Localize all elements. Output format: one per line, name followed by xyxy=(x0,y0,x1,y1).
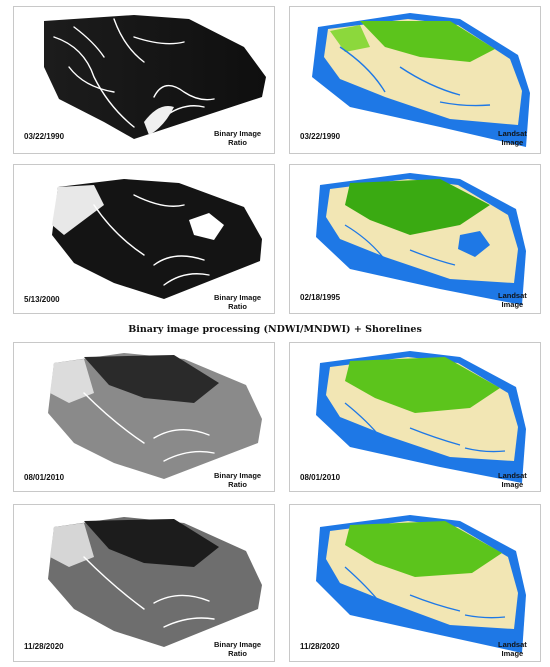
panel-label: Landsat Image xyxy=(498,471,527,489)
panel-date: 08/01/2010 xyxy=(300,473,341,482)
landsat-image-1990 xyxy=(312,13,530,147)
binary-image-2020 xyxy=(48,517,262,647)
figure-caption: Binary image processing (NDWI/MNDWI) + S… xyxy=(128,324,422,335)
panel-landsat-1995: 02/18/1995 Landsat Image xyxy=(289,164,541,314)
landsat-image-2020 xyxy=(316,515,526,653)
panel-label: Binary Image Ratio xyxy=(214,640,262,658)
binary-image-1990 xyxy=(44,15,266,139)
landsat-image-1995 xyxy=(316,173,526,305)
panel-date: 5/13/2000 xyxy=(24,295,60,304)
panel-label: Binary Image Ratio xyxy=(214,129,262,147)
panel-label: Landsat Image xyxy=(498,291,527,309)
panel-binary-2010: 08/01/2010 Binary Image Ratio xyxy=(13,342,275,492)
panel-date: 11/28/2020 xyxy=(300,642,340,651)
panel-date: 08/01/2010 xyxy=(24,473,65,482)
panel-landsat-2010: 08/01/2010 Landsat Image xyxy=(289,342,541,492)
panel-landsat-2020: 11/28/2020 Landsat Image xyxy=(289,504,541,662)
binary-image-2000 xyxy=(52,179,262,299)
panel-binary-2020: 11/28/2020 Binary Image Ratio xyxy=(13,504,275,662)
panel-date: 03/22/1990 xyxy=(24,132,65,141)
panel-label: Binary Image Ratio xyxy=(214,471,262,489)
panel-label: Binary Image Ratio xyxy=(214,293,262,311)
panel-label: Landsat Image xyxy=(498,640,527,658)
panel-landsat-1990: 03/22/1990 Landsat Image xyxy=(289,6,541,154)
panel-label: Landsat Image xyxy=(498,129,527,147)
panel-binary-2000: 5/13/2000 Binary Image Ratio xyxy=(13,164,275,314)
panel-date: 03/22/1990 xyxy=(300,132,341,141)
landsat-image-2010 xyxy=(316,351,526,483)
panel-binary-1990: 03/22/1990 Binary Image Ratio xyxy=(13,6,275,154)
binary-image-2010 xyxy=(48,353,262,479)
panel-date: 11/28/2020 xyxy=(24,642,64,651)
panel-date: 02/18/1995 xyxy=(300,293,341,302)
